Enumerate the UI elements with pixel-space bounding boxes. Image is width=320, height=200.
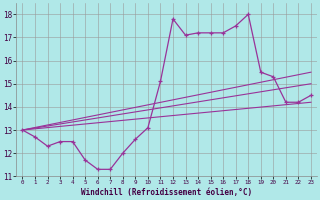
- X-axis label: Windchill (Refroidissement éolien,°C): Windchill (Refroidissement éolien,°C): [81, 188, 252, 197]
